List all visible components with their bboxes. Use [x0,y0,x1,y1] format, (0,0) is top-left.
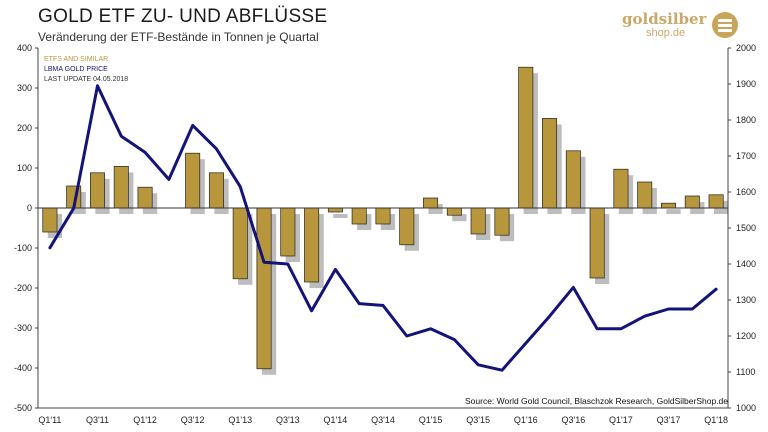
etf-bar [208,172,224,209]
x-tick-label: Q1'12 [133,415,157,425]
etf-bar [327,207,343,213]
etf-bar [494,207,510,236]
chart-subtitle: Veränderung der ETF-Bestände in Tonnen j… [38,30,319,44]
bar-shadow [666,209,681,214]
x-tick-label: Q3'13 [276,415,300,425]
etf-bar [304,207,320,283]
y-left-tick-label: -400 [14,363,32,373]
legend-etf: ETFS AND SIMILAR [44,56,108,63]
etf-bar [684,195,700,209]
y-right-tick-label: 1900 [736,79,756,89]
x-tick-label: Q1'17 [609,415,633,425]
legend-gold: LBMA GOLD PRICE [44,66,108,73]
bar-shadow [428,204,443,214]
etf-bar [470,207,486,235]
y-right-tick-label: 2000 [736,43,756,53]
legend: ETFS AND SIMILAR LBMA GOLD PRICE LAST UP… [44,56,128,83]
etf-bar [565,150,581,209]
source-note: Source: World Gold Council, Blaschzok Re… [465,396,728,406]
y-left-tick-label: 0 [27,203,32,213]
etf-bar [232,207,248,280]
etf-bar [351,207,367,225]
logo-text: goldsilber [622,10,707,28]
gold-price-line [48,84,718,372]
logo-badge-icon [712,12,738,38]
x-tick-label: Q3'16 [561,415,585,425]
x-tick-label: Q3'17 [657,415,681,425]
y-right-tick-label: 1400 [736,259,756,269]
y-left-tick-label: -200 [14,283,32,293]
etf-bar [89,172,105,209]
y-right-tick-label: 1100 [736,367,755,377]
bar-shadow [333,214,348,218]
x-tick-label: Q3'14 [371,415,395,425]
y-right-tick-label: 1300 [736,295,756,305]
etf-bar [637,181,653,209]
etf-bar [280,207,296,257]
x-tick-label: Q1'15 [419,415,443,425]
y-left-tick-label: -500 [14,403,32,413]
etf-bar [375,207,391,225]
etf-bar [661,202,677,209]
x-tick-label: Q1'18 [704,415,728,425]
chart-title: GOLD ETF ZU- UND ABFLÜSSE [38,6,328,27]
etf-bar [256,207,272,370]
x-tick-label: Q3'11 [86,415,109,425]
bars [42,66,724,370]
y-right-tick-label: 1600 [736,187,756,197]
etf-bar [113,166,129,209]
x-tick-label: Q1'16 [514,415,538,425]
x-tick-label: Q3'12 [181,415,205,425]
y-right-tick-label: 1500 [736,223,756,233]
y-left-tick-label: 300 [17,83,32,93]
etf-bar [613,168,629,209]
etf-bar [446,207,462,216]
etf-bar [399,207,415,246]
x-tick-label: Q1'11 [38,415,61,425]
y-right-tick-label: 1000 [736,403,756,413]
etf-bar [42,207,58,233]
x-tick-label: Q1'13 [228,415,252,425]
etf-bar [185,152,201,209]
y-right-tick-label: 1200 [736,331,756,341]
y-left-tick-label: 400 [17,43,32,53]
etf-bar [542,118,558,209]
x-tick-label: Q1'14 [324,415,348,425]
y-right-tick-label: 1700 [736,151,756,161]
bar-shadow [452,214,467,222]
etf-bar [137,186,153,209]
logo: goldsilber shop.de [622,10,762,44]
y-left-tick-label: -300 [14,323,32,333]
y-left-tick-label: 200 [17,123,32,133]
y-left-tick-label: -100 [14,243,32,253]
gold-price-series [48,84,718,372]
x-tick-label: Q3'15 [466,415,490,425]
etf-bar [518,66,534,209]
etf-bar [589,207,605,279]
legend-update: LAST UPDATE 04.05.2018 [44,76,128,83]
y-right-tick-label: 1800 [736,115,756,125]
y-left-tick-label: 100 [17,163,32,173]
axes: -500 -400 -300 -200 -100 0 100 200 300 400 1000 110… [14,43,756,425]
etf-bar [423,197,439,209]
logo-subtext: shop.de [646,27,686,39]
etf-bar [708,194,724,209]
